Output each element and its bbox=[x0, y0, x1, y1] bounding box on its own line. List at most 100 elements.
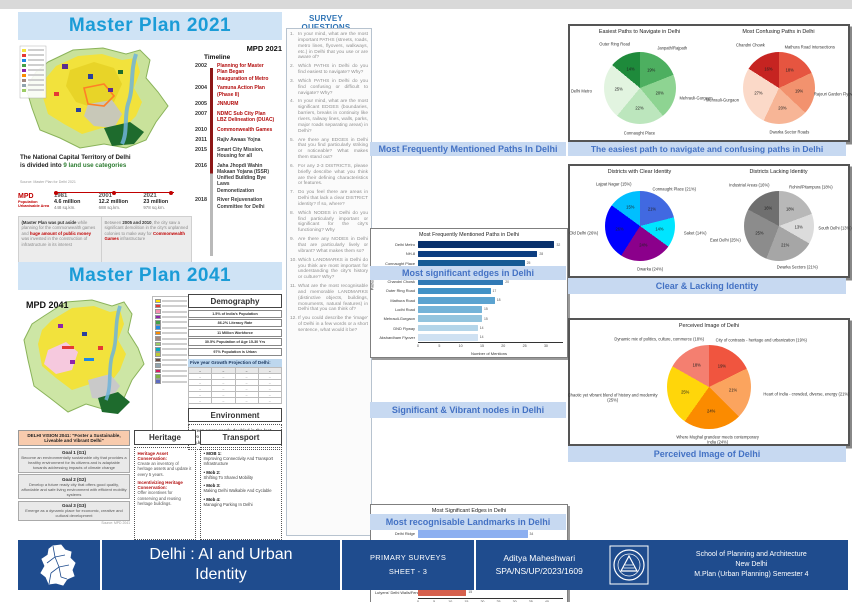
pie-slice-percent: 15% bbox=[626, 204, 635, 210]
pie-slice-percent: 26% bbox=[615, 226, 624, 232]
pie-slice-label: Dwarka Sectors (21%) bbox=[776, 265, 818, 271]
delhi-map-icon bbox=[40, 544, 76, 586]
transport-item: • Mob 4: Managing Parking In Delhi bbox=[204, 497, 279, 507]
legend-row bbox=[154, 309, 187, 314]
legend-swatch bbox=[154, 357, 161, 363]
timeline-text: Jaha Jhopdi Wahin Makaan Yojana (ISSR) Uni… bbox=[213, 163, 282, 194]
bar-track: 15 bbox=[418, 306, 563, 313]
growth-cell: – bbox=[211, 397, 236, 404]
heritage-item-heading: Heritage Asset Conservation: bbox=[137, 450, 169, 461]
demography-header: Demography bbox=[188, 294, 282, 308]
legend-text-bar bbox=[161, 332, 187, 335]
footer-divider bbox=[100, 540, 102, 590]
pie-slice-percent: 25% bbox=[614, 86, 623, 92]
timeline-line-text: River Rejuvenation bbox=[217, 197, 263, 204]
bar-category-label: Connaught Place bbox=[385, 260, 415, 266]
survey-question: 1. In your mind, what are the most import… bbox=[290, 32, 368, 61]
pie-slice-percent: 24% bbox=[707, 408, 716, 414]
delhi-vision-2041: DELHI VISION 2041: "Foster a Sustainable… bbox=[18, 430, 130, 525]
timeline-line-text: Rajiv Awaas Yojna bbox=[217, 136, 261, 143]
goal-text: Become an environmentally sustainable ci… bbox=[21, 455, 127, 471]
spa-logo bbox=[609, 545, 649, 585]
mpd-2041-label: MPD 2041 bbox=[26, 300, 69, 310]
bar-category-label: Lutyens' Delhi Walls/Fences bbox=[375, 589, 418, 595]
timeline-entry: 2016 Jaha Jhopdi Wahin Makaan Yojana (ISSR… bbox=[190, 163, 282, 194]
caption-nodes: Significant & Vibrant nodes in Delhi bbox=[370, 402, 566, 418]
stats-column: 2001 12.2 million 688 sq.km. bbox=[99, 193, 144, 210]
transport-item-heading: • Mob 2: bbox=[203, 469, 221, 475]
stats-area: 448 sq.km. bbox=[54, 205, 76, 210]
timeline-year: 2011 bbox=[195, 136, 207, 143]
legend-swatch bbox=[154, 320, 161, 325]
bar-category-label: Chandni Chowk bbox=[387, 279, 415, 285]
survey-question: 8. Which NODES in Delhi do you find parti… bbox=[290, 211, 368, 234]
legend-row bbox=[154, 363, 187, 368]
mpd-2041-map-legend bbox=[152, 296, 189, 431]
footer-title-line2: Identity bbox=[195, 566, 247, 583]
legend-swatch bbox=[154, 363, 161, 368]
legend-swatch bbox=[154, 341, 161, 347]
x-tick: 15 bbox=[464, 599, 469, 602]
bar-category-label: Delhi Ridge bbox=[394, 531, 415, 537]
master-plan-2041-banner: Master Plan 2041 bbox=[18, 262, 282, 290]
pie-plot: Mathura Road Intersections 18% Rajouri Gar… bbox=[706, 35, 852, 140]
heritage-item-text: Create an inventory of heritage assets a… bbox=[137, 461, 192, 477]
pie-graphic bbox=[604, 190, 675, 261]
pie-slice-percent: 14% bbox=[626, 66, 635, 72]
bar-value: 15 bbox=[468, 590, 473, 595]
question-number: 6. bbox=[290, 163, 295, 169]
footer-delhi-map bbox=[18, 540, 100, 590]
pie-slice-percent: 19% bbox=[795, 88, 804, 94]
pie-graphic bbox=[743, 190, 814, 261]
bar-row: Mehrauli-Gurgaon 15 bbox=[375, 314, 563, 323]
goal-text: Emerge as a dynamic place for economic, … bbox=[25, 508, 123, 519]
ncl-caption-highlight: 9 land use categories bbox=[63, 161, 127, 169]
bar-value: 18 bbox=[496, 298, 501, 303]
master-plan-2021-banner: Master Plan 2021 bbox=[18, 12, 282, 40]
question-number: 7. bbox=[290, 190, 295, 196]
footer-divider bbox=[340, 540, 342, 590]
caption-paths-text: Most Frequently Mentioned Paths In Delhi bbox=[378, 144, 558, 154]
timeline-line-text: LBZ Delineation (DUAC) bbox=[217, 117, 275, 124]
goal-heading: Goal 1 (G1) bbox=[61, 450, 86, 456]
mpd-2021-map-graphic bbox=[19, 45, 169, 149]
timeline-line-text: Jaha Jhopdi Wahin bbox=[217, 162, 263, 169]
stats-timeline-line bbox=[54, 186, 174, 195]
heritage-item-text: Offer incentives for conserving and reus… bbox=[137, 490, 181, 506]
pie-plot: Rohini/Pitampura (18%) 18% South Delhi (13… bbox=[709, 175, 852, 276]
timeline-year: 2016 bbox=[195, 162, 207, 169]
legend-text-bar bbox=[161, 315, 187, 318]
footer-title-line1: Delhi : AI and Urban bbox=[149, 546, 293, 563]
timeline-entry: 2018 River Rejuvenation Committee for Delh… bbox=[190, 197, 282, 210]
caption-perceived: Perceived Image of Delhi bbox=[568, 446, 846, 462]
question-text: Which LANDMARKS in Delhi do you think ar… bbox=[298, 257, 368, 281]
timeline-text: Smart City Mission, Housing for all bbox=[213, 147, 282, 160]
bar bbox=[418, 315, 482, 323]
timeline-line-text: Planning for Master bbox=[217, 63, 264, 69]
x-axis: 0 5 10 15 20 25 30 35 40 bbox=[417, 597, 563, 602]
legend-swatch bbox=[154, 336, 161, 341]
question-text: In your mind, what are the most importan… bbox=[298, 32, 368, 61]
timeline-text: Planning for Master Plan Began Inauguratio… bbox=[213, 63, 282, 82]
timeline-line-text: Yamuna Action Plan bbox=[217, 85, 265, 92]
mpd-2021-timeline: MPD 2021 Timeline 2002 Planning for Maste… bbox=[190, 44, 282, 258]
legend-row bbox=[154, 336, 187, 341]
bar-track: 14 bbox=[418, 324, 563, 332]
timeline-line-text: Committee for Delhi bbox=[217, 203, 265, 210]
question-number: 5. bbox=[290, 137, 295, 143]
text-segment: 2005 and 2010 bbox=[122, 219, 152, 225]
timeline-text: River Rejuvenation Committee for Delhi bbox=[213, 197, 282, 210]
transport-item: • Mob 3: Making Delhi Walkable And Cyclab… bbox=[204, 483, 279, 493]
panel-easiest-confusing: Easiest Paths to Navigate in Delhi Janpat… bbox=[568, 24, 852, 142]
vision-header: DELHI VISION 2041: "Foster a Sustainable… bbox=[18, 430, 130, 447]
timeline-line-text: (Phase II) bbox=[217, 91, 240, 98]
note-demolition: Between 2005 and 2010, the city saw a si… bbox=[101, 216, 192, 263]
stats-area: 688 sq.km. bbox=[98, 205, 121, 210]
pie-slice-label: Outer Ring Road bbox=[599, 41, 631, 47]
question-number: 12. bbox=[290, 316, 297, 322]
pie-slice-label: Dynamic mix of politics, culture, commer… bbox=[614, 336, 705, 342]
growth-cell: – bbox=[234, 397, 259, 404]
footer-divider bbox=[474, 540, 476, 590]
timeline-line-text: Laws bbox=[217, 181, 230, 188]
